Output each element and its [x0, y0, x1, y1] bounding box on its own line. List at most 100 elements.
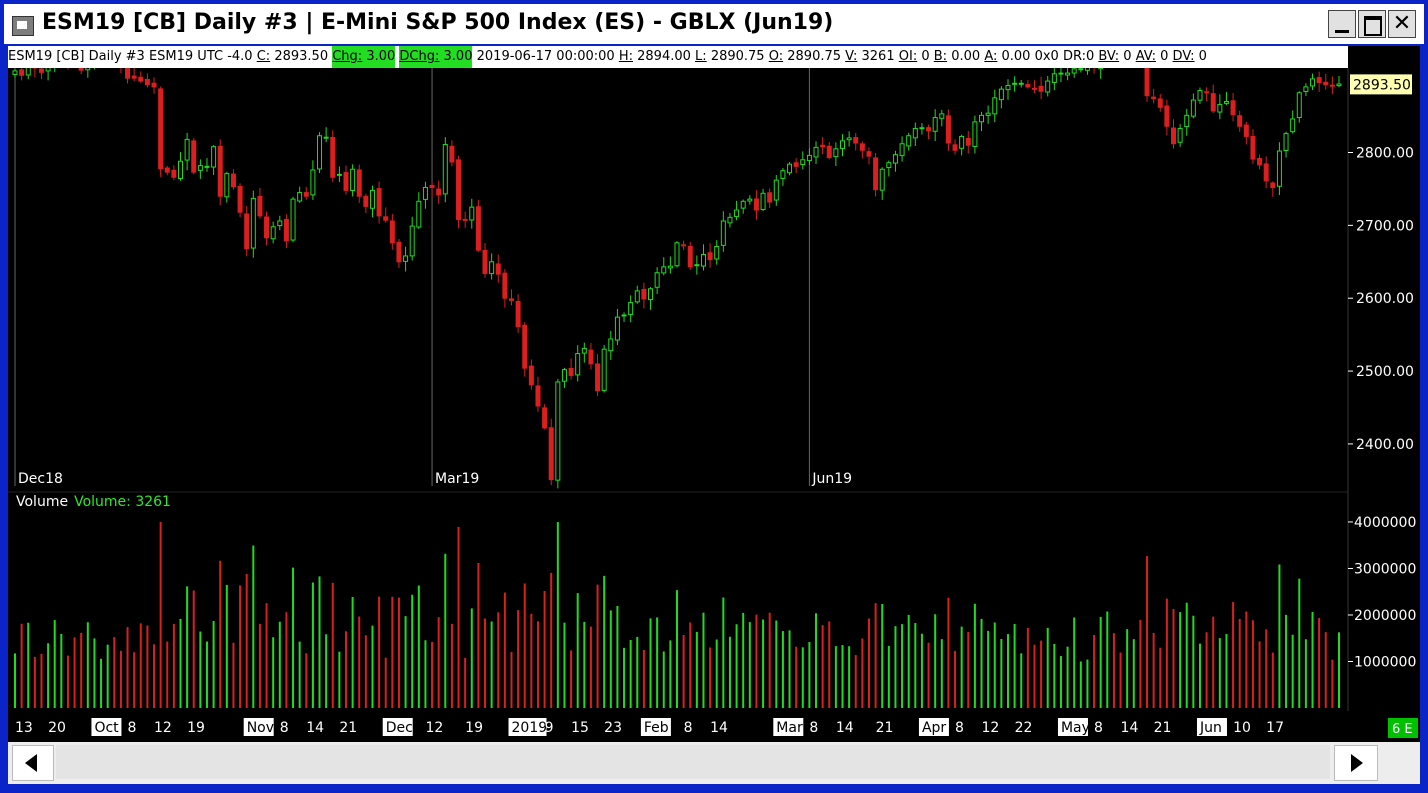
candle-body	[403, 255, 409, 262]
candle-body	[886, 162, 892, 169]
candle-body	[1329, 84, 1335, 87]
candle-body	[317, 135, 323, 170]
candle-body	[515, 301, 521, 328]
candle-body	[151, 82, 157, 88]
scroll-right-button[interactable]	[1334, 745, 1378, 781]
date-axis-label: 21	[876, 720, 894, 736]
candle-body	[1025, 83, 1031, 88]
candle-body	[767, 192, 773, 203]
info-dchg-value: 3.00	[443, 49, 473, 64]
candle-body	[654, 272, 660, 288]
candle-body	[1078, 68, 1084, 71]
candle-body	[416, 200, 422, 228]
date-axis-label: 21	[339, 720, 357, 736]
candle-body	[449, 145, 455, 163]
date-axis-label: 23	[604, 720, 622, 736]
candle-body	[707, 252, 713, 261]
volume-panel-label: Volume Volume: 3261	[16, 494, 171, 510]
date-axis-label: 19	[465, 720, 483, 736]
candle-body	[608, 338, 614, 352]
candle-body	[1237, 115, 1243, 127]
info-vol-value: 3261	[861, 49, 895, 64]
candle-body	[230, 173, 236, 188]
last-price-label: 2893.50	[1353, 77, 1411, 93]
candle-body	[581, 347, 587, 354]
candle-body	[422, 186, 428, 200]
volume-title: Volume	[16, 494, 69, 510]
candle-body	[760, 192, 766, 210]
date-axis-label: Oct	[94, 720, 119, 736]
candle-body	[972, 121, 978, 147]
info-chg-label: Chg:	[332, 49, 363, 64]
date-month-box	[640, 718, 671, 736]
date-month-box	[91, 718, 122, 736]
candle-body	[661, 266, 667, 274]
candle-body	[1323, 81, 1329, 86]
candle-body	[250, 197, 256, 249]
chart-area[interactable]: Dec18 Mar19 Jun19 2400.00 2500.00 2600.00 2700…	[8, 46, 1420, 742]
candle-body	[873, 157, 879, 191]
candle-body	[369, 189, 375, 209]
close-button[interactable]: ✕	[1388, 10, 1416, 38]
candle-body	[1031, 87, 1037, 90]
scroll-left-button[interactable]	[12, 745, 54, 781]
candle-body	[383, 216, 389, 221]
date-month-box	[773, 718, 804, 736]
candle-body	[211, 146, 217, 168]
candle-body	[906, 135, 912, 147]
candle-body	[396, 241, 402, 263]
candle-body	[820, 144, 826, 148]
candle-body	[568, 367, 574, 376]
candle-body	[641, 288, 647, 300]
chart-svg[interactable]: Dec18 Mar19 Jun192400.002500.002600.002700…	[8, 46, 1420, 742]
price-tick-label: 2500.00	[1356, 364, 1414, 380]
last-price-tag	[1350, 74, 1412, 95]
candle-body	[1071, 68, 1077, 74]
candle-body	[939, 113, 945, 119]
date-axis-label: Jun	[1199, 720, 1222, 736]
candle-body	[528, 365, 534, 386]
date-axis-label: 15	[571, 720, 589, 736]
date-axis-label: 13	[15, 720, 33, 736]
candle-body	[614, 316, 620, 341]
date-month-box	[382, 718, 413, 736]
candle-body	[158, 88, 164, 170]
candle-body	[1171, 127, 1176, 145]
candle-body	[840, 140, 845, 149]
candle-body	[1230, 100, 1236, 116]
candle-body	[747, 198, 753, 202]
info-bid-value: 0.00	[951, 49, 981, 64]
date-axis-label: 12	[154, 720, 172, 736]
date-axis-label: 8	[684, 720, 693, 736]
candle-body	[959, 135, 965, 149]
title-bar[interactable]: ESM19 [CB] Daily #3 | E-Mini S&P 500 Ind…	[4, 4, 1424, 44]
date-axis-label: May	[1061, 720, 1090, 736]
candle-body	[787, 163, 793, 174]
candle-body	[509, 298, 514, 301]
horizontal-scrollbar[interactable]	[8, 742, 1420, 784]
candle-body	[1051, 73, 1057, 83]
candle-body	[12, 70, 18, 75]
candle-body	[813, 146, 819, 158]
close-icon: ✕	[1392, 11, 1412, 36]
candle-body	[178, 160, 183, 179]
candle-body	[800, 159, 806, 166]
date-axis-label: 10	[1233, 720, 1251, 736]
info-open-label: O:	[768, 49, 784, 64]
candle-body	[164, 167, 170, 173]
candle-body	[409, 225, 415, 257]
date-axis-label: 8	[955, 720, 964, 736]
candle-body	[363, 195, 369, 207]
candle-body	[595, 363, 601, 392]
maximize-button[interactable]	[1358, 10, 1386, 38]
candle-body	[681, 244, 687, 247]
scroll-track[interactable]	[56, 745, 1330, 779]
date-axis-label: Apr	[922, 720, 946, 736]
candle-body	[442, 143, 448, 195]
date-month-box	[243, 718, 274, 736]
candle-body	[945, 115, 951, 144]
candle-body	[1177, 127, 1183, 143]
candle-body	[1045, 80, 1051, 93]
minimize-button[interactable]	[1328, 10, 1356, 38]
